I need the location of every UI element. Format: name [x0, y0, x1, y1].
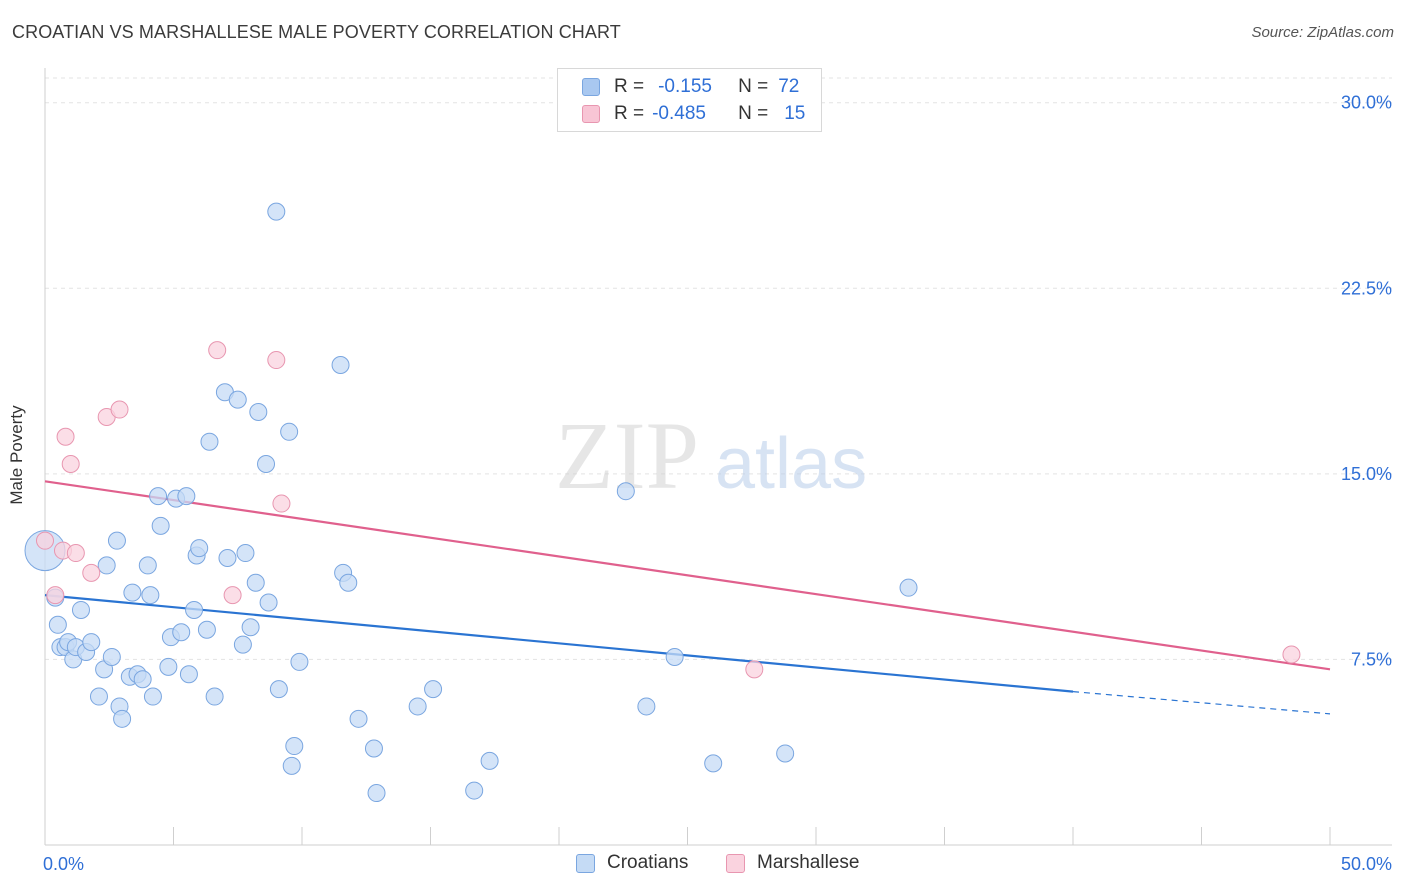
croatians-point: [481, 752, 498, 769]
marshallese-point: [268, 352, 285, 369]
croatians-point: [281, 423, 298, 440]
legend-swatch-croatians: [582, 78, 600, 96]
croatians-point: [49, 616, 66, 633]
n-value: 72: [778, 76, 799, 98]
croatians-point: [617, 483, 634, 500]
marshallese-point: [209, 342, 226, 359]
croatians-point: [72, 601, 89, 618]
watermark-atlas: atlas: [715, 424, 867, 504]
croatians-point: [160, 658, 177, 675]
marshallese-point: [224, 587, 241, 604]
croatians-point: [108, 532, 125, 549]
croatians-point: [409, 698, 426, 715]
croatians-point: [258, 455, 275, 472]
marshallese-point: [83, 564, 100, 581]
croatians-point: [139, 557, 156, 574]
croatians-point: [286, 738, 303, 755]
r-value: -0.485: [652, 103, 720, 125]
croatians-point: [191, 540, 208, 557]
n-value: 15: [784, 103, 805, 125]
croatians-point: [142, 587, 159, 604]
series-legend: Croatians Marshallese: [0, 852, 1406, 876]
croatians-point: [152, 517, 169, 534]
croatians-point: [98, 557, 115, 574]
croatians-point: [350, 710, 367, 727]
croatians-point: [260, 594, 277, 611]
croatians-point: [900, 579, 917, 596]
legend-label-marshallese: Marshallese: [757, 852, 859, 874]
marshallese-point: [111, 401, 128, 418]
croatians-point: [291, 653, 308, 670]
y-tick-label: 22.5%: [1341, 278, 1392, 298]
stats-legend: R = -0.155 N = 72 R = -0.485 N = 15: [557, 68, 822, 132]
n-label: N =: [738, 103, 768, 125]
legend-row-marshallese: R = -0.485 N = 15: [582, 102, 805, 126]
croatians-point: [283, 757, 300, 774]
marshallese-point: [62, 455, 79, 472]
marshallese-point: [273, 495, 290, 512]
croatians-point: [83, 634, 100, 651]
marshallese-point: [57, 428, 74, 445]
scatter-chart: ZIP atlas 7.5%15.0%22.5%30.0%0.0% 50.0%: [0, 0, 1406, 892]
croatians-point: [250, 404, 267, 421]
croatians-point: [150, 488, 167, 505]
legend-label-croatians: Croatians: [607, 852, 688, 874]
croatians-point: [124, 584, 141, 601]
croatians-point: [173, 624, 190, 641]
croatians-point: [638, 698, 655, 715]
marshallese-point: [1283, 646, 1300, 663]
legend-row-croatians: R = -0.155 N = 72: [582, 75, 799, 99]
legend-swatch-marshallese: [582, 105, 600, 123]
croatians-point: [178, 488, 195, 505]
n-label: N =: [738, 76, 768, 98]
croatians-point: [206, 688, 223, 705]
croatians-point: [90, 688, 107, 705]
croatians-point: [229, 391, 246, 408]
croatians-point: [425, 681, 442, 698]
croatians-point: [134, 671, 151, 688]
y-tick-label: 7.5%: [1351, 649, 1392, 669]
croatians-point: [270, 681, 287, 698]
r-value: -0.155: [658, 76, 720, 98]
marshallese-point: [67, 545, 84, 562]
croatians-point: [186, 601, 203, 618]
croatians-point: [114, 710, 131, 727]
croatians-point: [198, 621, 215, 638]
croatians-point: [201, 433, 218, 450]
legend-item-marshallese[interactable]: Marshallese: [726, 852, 859, 874]
croatians-point: [666, 648, 683, 665]
croatians-point: [180, 666, 197, 683]
marshallese-point: [746, 661, 763, 678]
y-axis-label: Male Poverty: [7, 405, 27, 504]
croatians-point: [466, 782, 483, 799]
croatians-point: [340, 574, 357, 591]
watermark: ZIP atlas: [555, 402, 867, 509]
legend-swatch-croatians: [576, 854, 595, 873]
marshallese-point: [47, 587, 64, 604]
croatians-point: [332, 357, 349, 374]
croatians-point: [144, 688, 161, 705]
legend-swatch-marshallese: [726, 854, 745, 873]
legend-item-croatians[interactable]: Croatians: [576, 852, 688, 874]
croatians-point: [365, 740, 382, 757]
croatians-trendline-extension: [1073, 692, 1330, 714]
y-tick-label: 15.0%: [1341, 464, 1392, 484]
r-label: R =: [614, 103, 644, 125]
r-label: R =: [614, 76, 644, 98]
croatians-point: [237, 545, 254, 562]
grid-layer: [45, 78, 1392, 659]
croatians-point: [705, 755, 722, 772]
y-tick-label: 30.0%: [1341, 93, 1392, 113]
marshallese-point: [37, 532, 54, 549]
croatians-point: [103, 648, 120, 665]
croatians-point: [777, 745, 794, 762]
croatians-point: [234, 636, 251, 653]
croatians-point: [219, 549, 236, 566]
croatians-point: [247, 574, 264, 591]
croatians-point: [268, 203, 285, 220]
croatians-point: [368, 785, 385, 802]
croatians-point: [242, 619, 259, 636]
